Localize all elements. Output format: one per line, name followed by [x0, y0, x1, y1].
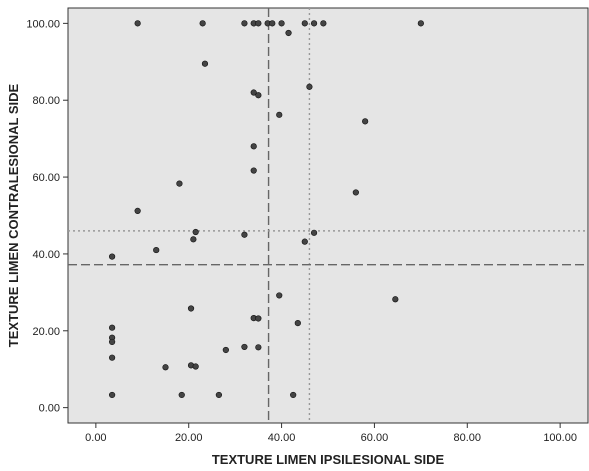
data-point	[255, 92, 262, 99]
y-axis: 0.00 20.00 40.00 60.00 80.00 100.00	[26, 18, 68, 415]
data-point	[250, 167, 257, 174]
y-tick-label: 40.00	[32, 249, 60, 261]
data-point	[109, 391, 116, 399]
data-point	[190, 236, 197, 243]
data-point	[222, 346, 229, 354]
x-axis-title: TEXTURE LIMEN IPSILESIONAL SIDE	[212, 452, 445, 467]
data-point	[241, 343, 248, 351]
y-axis-title: TEXTURE LIMEN CONTRALESIONAL SIDE	[6, 83, 21, 347]
x-tick-label: 80.00	[454, 432, 482, 444]
data-point	[192, 228, 199, 236]
data-point	[241, 231, 248, 238]
data-point	[352, 189, 359, 196]
data-point	[276, 292, 283, 299]
data-point	[134, 207, 141, 214]
y-tick-label: 80.00	[32, 95, 60, 107]
x-tick-label: 20.00	[175, 432, 203, 444]
data-point	[392, 296, 399, 303]
data-point	[255, 344, 262, 351]
reference-lines	[68, 8, 588, 423]
y-tick-label: 20.00	[32, 326, 60, 338]
data-point	[310, 20, 318, 27]
data-point	[290, 391, 297, 399]
data-point	[187, 305, 195, 312]
data-points	[109, 20, 424, 399]
y-tick-label: 60.00	[32, 172, 60, 184]
data-point	[134, 20, 141, 27]
data-point	[278, 20, 285, 27]
data-point	[250, 89, 257, 96]
x-tick-label: 60.00	[361, 432, 389, 444]
data-point	[109, 324, 116, 331]
data-point	[320, 20, 327, 27]
data-point	[153, 246, 160, 254]
y-tick-label: 100.00	[26, 18, 60, 30]
data-point	[109, 338, 116, 346]
data-point	[301, 20, 308, 27]
data-point	[192, 363, 199, 370]
data-point	[162, 364, 169, 371]
data-point	[310, 229, 318, 236]
x-axis: 0.00 20.00 40.00 60.00 80.00 100.00	[85, 423, 577, 444]
data-point	[215, 391, 222, 399]
data-point	[362, 118, 369, 125]
data-point	[285, 29, 292, 37]
data-point	[417, 20, 424, 27]
data-point	[109, 354, 116, 361]
data-point	[241, 20, 248, 27]
data-point	[255, 315, 262, 322]
data-point	[201, 60, 209, 67]
x-tick-label: 40.00	[268, 432, 296, 444]
data-point	[276, 111, 283, 118]
data-point	[109, 253, 116, 260]
x-tick-label: 0.00	[85, 432, 106, 444]
data-point	[301, 238, 308, 245]
plot-area	[67, 7, 589, 424]
data-point	[269, 20, 276, 27]
y-tick-label: 0.00	[39, 403, 60, 415]
data-point	[199, 20, 206, 27]
x-tick-label: 100.00	[543, 432, 577, 444]
data-point	[306, 83, 313, 90]
data-point	[250, 143, 257, 150]
data-point	[178, 391, 185, 399]
data-point	[255, 20, 262, 27]
data-point	[294, 319, 301, 327]
data-point	[176, 180, 183, 187]
